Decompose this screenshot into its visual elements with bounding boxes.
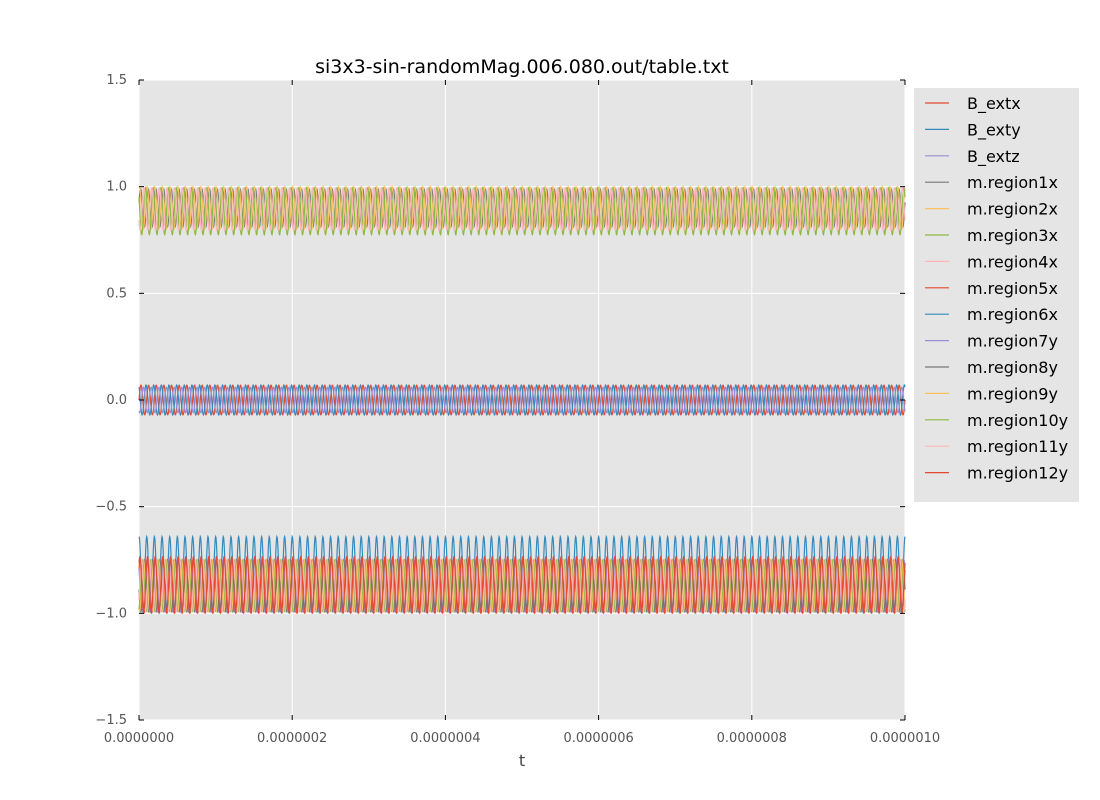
x-tick-label: 0.0000002 [257, 731, 327, 746]
legend-label: m.region6x [967, 305, 1058, 324]
legend-label: m.region11y [967, 437, 1068, 456]
legend-entry: m.region7y [925, 332, 1058, 351]
legend-label: m.region3x [967, 226, 1058, 245]
legend-label: m.region7y [967, 332, 1058, 351]
legend-label: B_extz [967, 147, 1020, 167]
legend-label: B_extx [967, 94, 1021, 114]
legend-label: m.region12y [967, 464, 1068, 483]
legend-label: m.region9y [967, 384, 1058, 403]
series-line-b-extx [138, 384, 906, 416]
series-line-m-region3x [138, 186, 906, 236]
legend-entry: m.region5x [925, 279, 1058, 298]
y-tick-label: −1.0 [95, 606, 127, 621]
y-tick-label: 0.5 [106, 286, 127, 301]
legend-label: m.region4x [967, 252, 1058, 271]
legend-entry: m.region9y [925, 384, 1058, 403]
y-tick-label: 1.0 [106, 180, 127, 195]
y-tick-label: −0.5 [95, 500, 127, 515]
legend-label: B_exty [967, 120, 1021, 140]
series-line-b-exty [138, 383, 906, 417]
chart-title: si3x3-sin-randomMag.006.080.out/table.tx… [315, 56, 729, 78]
legend-label: m.region5x [967, 279, 1058, 298]
legend-entry: m.region2x [925, 200, 1058, 219]
series-line-m-region4x [138, 187, 906, 231]
x-tick-label: 0.0000004 [410, 731, 480, 746]
legend-entry: m.region10y [925, 411, 1068, 430]
legend-label: m.region10y [967, 411, 1068, 430]
series-line-m-region10y [138, 559, 906, 613]
x-axis-label: t [519, 751, 525, 770]
series-line-b-extz [138, 386, 906, 414]
series-line-m-region11y [138, 559, 906, 612]
x-tick-label: 0.0000000 [104, 731, 174, 746]
x-tick-label: 0.0000010 [870, 731, 940, 746]
legend: B_extx B_exty B_extz m.region1x m.region2x m.… [914, 88, 1079, 502]
legend-box [914, 88, 1079, 502]
legend-entry: m.region6x [925, 305, 1058, 324]
legend-entry: B_extz [925, 147, 1020, 167]
y-tick-label: 1.5 [106, 73, 127, 88]
y-tick-label: −1.5 [95, 713, 127, 728]
legend-label: m.region8y [967, 358, 1058, 377]
legend-entry: m.region4x [925, 252, 1058, 271]
legend-label: m.region1x [967, 173, 1058, 192]
legend-entry: m.region3x [925, 226, 1058, 245]
x-tick-label: 0.0000008 [717, 731, 787, 746]
legend-entry: B_extx [925, 94, 1021, 114]
series-lines [138, 185, 906, 615]
legend-label: m.region2x [967, 200, 1058, 219]
series-line-m-region12y [138, 555, 906, 614]
axis-ticks: 0.0000000 0.0000002 0.0000004 0.0000006 0.00… [95, 73, 940, 746]
legend-entry: m.region12y [925, 464, 1068, 483]
legend-entry: m.region1x [925, 173, 1058, 192]
legend-entry: m.region8y [925, 358, 1058, 377]
legend-entry: m.region11y [925, 437, 1068, 456]
x-tick-label: 0.0000006 [563, 731, 633, 746]
y-tick-label: 0.0 [106, 393, 127, 408]
legend-entry: B_exty [925, 120, 1021, 140]
